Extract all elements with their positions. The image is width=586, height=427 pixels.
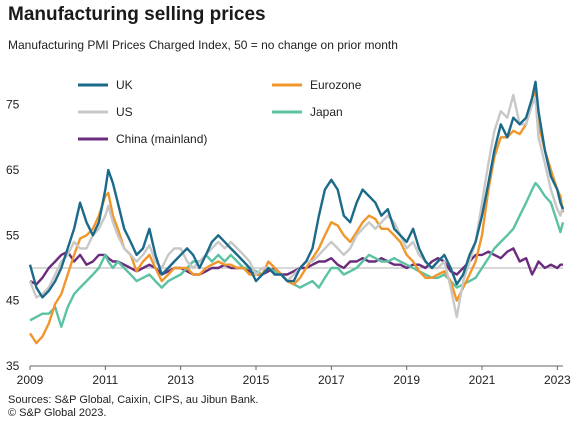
legend-label: China (mainland) [116, 132, 207, 146]
copyright-note: © S&P Global 2023. [8, 407, 107, 419]
x-tick-label: 2011 [92, 373, 118, 387]
y-tick-label: 35 [6, 359, 20, 373]
y-tick-label: 55 [6, 228, 20, 242]
sources-note: Sources: S&P Global, Caixin, CIPS, au Ji… [8, 394, 259, 406]
legend-label: Japan [310, 105, 343, 119]
x-tick-label: 2023 [544, 373, 571, 387]
y-tick-label: 65 [6, 163, 20, 177]
chart-footer: Sources: S&P Global, Caixin, CIPS, au Ji… [8, 394, 258, 420]
chart-title: Manufacturing selling prices [8, 4, 266, 25]
x-tick-label: 2015 [243, 373, 270, 387]
chart-subtitle: Manufacturing PMI Prices Charged Index, … [8, 38, 398, 52]
y-tick-label: 45 [6, 294, 20, 308]
x-tick-label: 2013 [167, 373, 194, 387]
x-tick-label: 2021 [469, 373, 496, 387]
x-tick-label: 2019 [393, 373, 420, 387]
legend-label: UK [116, 78, 133, 92]
series-line-eurozone [28, 90, 565, 345]
series-line-japan [29, 181, 565, 328]
y-tick-label: 75 [6, 98, 20, 112]
legend-label: US [116, 105, 133, 119]
legend-label: Eurozone [310, 78, 362, 92]
x-tick-label: 2017 [318, 373, 345, 387]
x-tick-label: 2009 [17, 373, 44, 387]
series-line-uk [28, 80, 565, 299]
